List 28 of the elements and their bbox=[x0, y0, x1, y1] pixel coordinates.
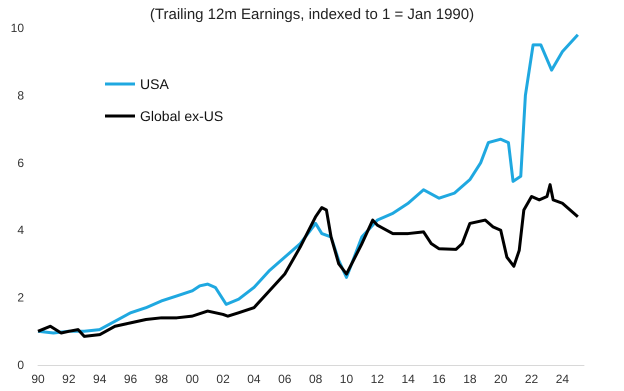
chart-title: (Trailing 12m Earnings, indexed to 1 = Jan 1990) bbox=[150, 6, 474, 23]
x-tick-label: 90 bbox=[31, 372, 45, 386]
x-tick-label: 98 bbox=[154, 372, 168, 386]
x-tick-label: 92 bbox=[62, 372, 76, 386]
x-tick-label: 16 bbox=[432, 372, 446, 386]
x-tick-label: 02 bbox=[216, 372, 230, 386]
line-series bbox=[36, 183, 580, 338]
y-tick-label: 6 bbox=[17, 156, 24, 170]
x-tick-label: 14 bbox=[401, 372, 416, 386]
x-tick-label: 18 bbox=[463, 372, 477, 386]
y-tick-label: 8 bbox=[17, 88, 24, 102]
x-tick-label: 08 bbox=[308, 372, 323, 386]
legend-label: Global ex-US bbox=[140, 108, 224, 124]
x-tick-label: 06 bbox=[278, 372, 292, 386]
y-tick-label: 2 bbox=[17, 290, 24, 305]
legend-label: USA bbox=[140, 76, 170, 92]
x-tick-label: 94 bbox=[93, 372, 107, 386]
x-tick-label: 00 bbox=[186, 372, 200, 386]
x-tick-label: 22 bbox=[524, 372, 539, 386]
x-tick-label: 96 bbox=[124, 372, 138, 386]
x-tick-label: 24 bbox=[556, 372, 570, 386]
y-tick-label: 4 bbox=[17, 223, 24, 238]
x-tick-label: 12 bbox=[370, 372, 384, 386]
x-tick-label: 10 bbox=[340, 372, 354, 386]
x-tick-label: 20 bbox=[494, 372, 508, 386]
x-tick-label: 04 bbox=[247, 372, 261, 386]
y-tick-label: 10 bbox=[10, 21, 24, 35]
y-tick-label: 0 bbox=[17, 358, 24, 372]
